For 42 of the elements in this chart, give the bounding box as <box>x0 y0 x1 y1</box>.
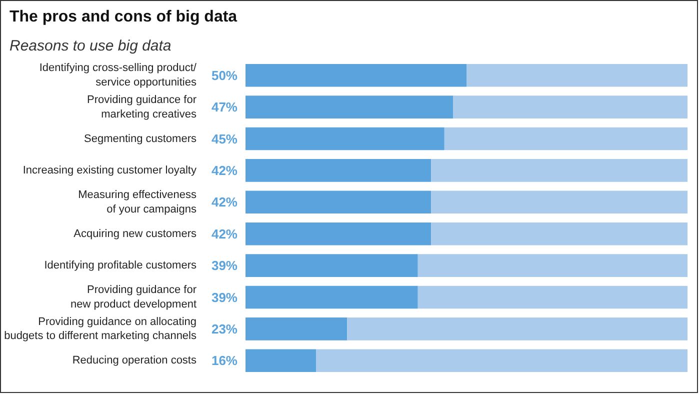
bar <box>246 318 348 340</box>
bar <box>431 222 688 246</box>
chart-title: The pros and cons of big data <box>10 8 238 26</box>
text: Reasons to use big data <box>10 38 172 54</box>
data-label: 39% <box>211 258 238 274</box>
data-label: 23% <box>211 321 238 336</box>
data-label: 45% <box>211 131 238 146</box>
bar <box>246 254 418 277</box>
bar <box>246 96 454 118</box>
bar <box>246 64 466 87</box>
data-label: 42% <box>211 162 238 178</box>
bar <box>444 127 688 150</box>
y-tick-label: Increasing existing customer loyalty <box>22 164 197 176</box>
bar <box>466 64 688 87</box>
bar <box>431 190 688 214</box>
bar <box>418 286 688 309</box>
y-tick-label: Identifying profitable customers <box>44 260 197 272</box>
data-label: 42% <box>211 194 238 210</box>
bar <box>316 349 688 372</box>
bar <box>246 222 432 246</box>
bar <box>431 159 688 182</box>
data-label: 16% <box>211 353 238 368</box>
y-tick-label: Providing guidance for new product development <box>70 284 197 310</box>
bar <box>246 127 444 150</box>
data-label: 42% <box>211 226 238 242</box>
data-label: 39% <box>211 290 238 305</box>
bar <box>453 96 688 118</box>
y-tick-label: Providing guidance on allocating budgets to different marketing channels <box>4 316 197 342</box>
bar <box>246 349 316 372</box>
bar <box>347 318 688 340</box>
bar <box>246 286 418 309</box>
bar <box>246 190 432 214</box>
data-label: 50% <box>211 68 238 83</box>
bar <box>418 254 688 277</box>
y-tick-label: Measuring effectiveness of your campaigns <box>78 188 197 216</box>
y-tick-label: Segmenting customers <box>84 132 197 145</box>
data-label: 47% <box>211 100 238 115</box>
y-tick-label: Acquiring new customers <box>74 228 197 240</box>
y-tick-label: Identifying cross-selling product/ service opportunities <box>39 62 198 89</box>
y-tick-label: Providing guidance for marketing creatives <box>87 94 197 120</box>
bar <box>246 159 432 182</box>
y-tick-label: Reducing operation costs <box>72 354 197 367</box>
